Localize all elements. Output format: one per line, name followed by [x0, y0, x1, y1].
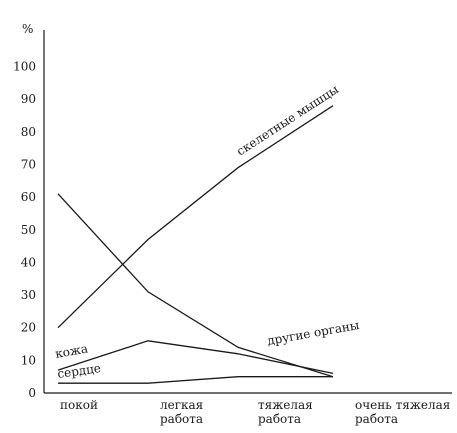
series-line	[57, 105, 334, 329]
series-lines	[57, 105, 334, 384]
x-tick-label: тяжелая	[258, 398, 313, 412]
x-tick-label: легкая	[160, 398, 203, 412]
y-tick-label: 40	[21, 255, 36, 269]
series-labels: скелетные мышцы кожа другие органы сердце	[54, 82, 361, 381]
series-label: сердце	[56, 361, 101, 381]
series-line	[57, 193, 334, 378]
x-tick-label: покой	[60, 398, 98, 412]
y-tick-label: 70	[21, 157, 36, 171]
series-line	[58, 376, 333, 384]
x-tick-label: работа	[258, 412, 301, 426]
series-label: кожа	[54, 341, 89, 361]
y-tick-label: 100	[13, 60, 36, 74]
series-line	[57, 340, 334, 375]
y-tick-label: 50	[21, 223, 36, 237]
y-tick-label: 20	[21, 321, 36, 335]
y-tick-label: 0	[28, 386, 36, 400]
y-tick-label: 30	[21, 288, 36, 302]
y-tick-label: 60	[21, 190, 36, 204]
y-tick-label: 80	[21, 125, 36, 139]
x-tick-label: работа	[160, 412, 203, 426]
y-tick-labels: 0 10 20 30 40 50 60 70 80 90 100	[13, 60, 36, 401]
y-tick-label: 10	[21, 353, 36, 367]
y-tick-label: 90	[21, 92, 36, 106]
y-axis-label: %	[22, 22, 33, 36]
series-label: другие органы	[266, 318, 361, 348]
x-tick-label: очень тяжелая	[355, 398, 450, 412]
axes: %	[22, 22, 452, 394]
series-label: скелетные мышцы	[234, 82, 341, 159]
x-tick-label: работа	[355, 412, 398, 426]
